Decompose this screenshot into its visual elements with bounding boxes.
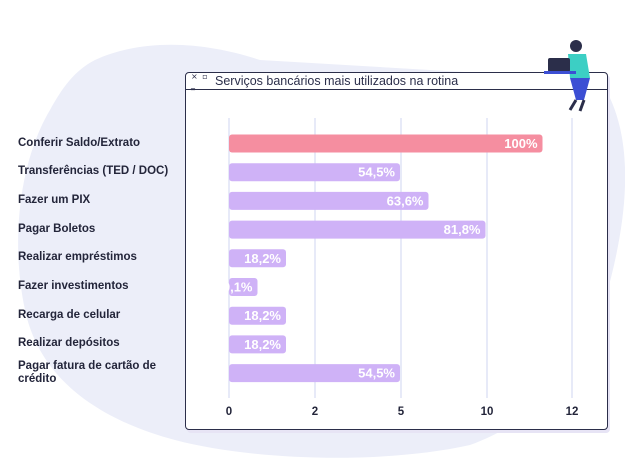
category-label: Conferir Saldo/Extrato — [18, 136, 141, 149]
bar — [229, 249, 286, 268]
x-tick-label: 10 — [481, 406, 494, 418]
chart-title: Serviços bancários mais utilizados na ro… — [215, 74, 459, 88]
bar — [229, 220, 486, 239]
data-label: 9,1% — [223, 280, 253, 295]
data-label: 54,5% — [358, 366, 395, 381]
category-label: Fazer investimentos — [18, 280, 129, 292]
category-labels: Conferir Saldo/Extrato Transferências (TE… — [0, 0, 200, 469]
bar — [229, 163, 400, 182]
category-label: Realizar depósitos — [18, 337, 120, 350]
x-tick-label: 2 — [312, 406, 318, 418]
category-label: Recarga de celular — [18, 308, 121, 321]
window-controls-icon[interactable]: × ▫ ‗ — [191, 72, 209, 90]
data-label: 100% — [504, 136, 538, 151]
data-label: 18,2% — [244, 251, 281, 266]
category-label: Transferências (TED / DOC) — [18, 165, 169, 178]
data-label: 54,5% — [358, 165, 395, 180]
data-label: 18,2% — [244, 337, 281, 352]
data-label: 81,8% — [444, 222, 481, 237]
bar — [229, 191, 429, 210]
category-label: Realizar empréstimos — [18, 251, 137, 264]
bar — [229, 134, 543, 153]
category-label: Pagar fatura de cartão de crédito — [18, 360, 157, 386]
bar — [229, 306, 286, 325]
data-label: 18,2% — [244, 308, 281, 323]
bar — [229, 364, 400, 383]
category-label: Fazer um PIX — [18, 193, 91, 206]
x-tick-label: 12 — [566, 406, 579, 418]
x-tick-label: 5 — [398, 406, 405, 418]
window-titlebar: × ▫ ‗ Serviços bancários mais utilizados… — [186, 72, 607, 90]
bar — [229, 335, 286, 354]
bar — [229, 278, 258, 296]
x-tick-label: 0 — [226, 406, 232, 418]
data-label: 63,6% — [387, 193, 424, 208]
category-label: Pagar Boletos — [18, 222, 96, 235]
person-laptop-icon — [544, 40, 590, 112]
